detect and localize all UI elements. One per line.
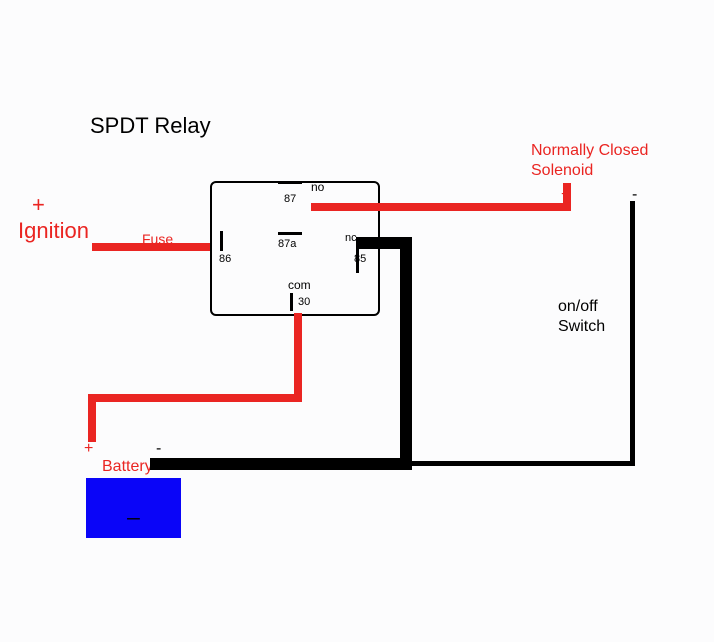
relay-87-label: 87 xyxy=(284,193,296,205)
relay-com-label: com xyxy=(288,278,311,292)
switch-line1: on/off xyxy=(558,298,598,316)
ignition-plus: + xyxy=(32,192,45,218)
battery-plus: + xyxy=(84,440,93,458)
wire-batt-vertical-upper xyxy=(294,313,302,402)
relay-30-label: 30 xyxy=(298,296,310,308)
relay-pin-30 xyxy=(290,293,293,311)
wire-87-horizontal xyxy=(311,203,571,211)
relay-85-label: 85 xyxy=(354,253,366,265)
relay-pin-87a xyxy=(278,232,302,235)
solenoid-line2: Solenoid xyxy=(531,162,593,180)
relay-pin-87 xyxy=(278,181,302,184)
relay-no-label: no xyxy=(311,180,324,194)
wire-87-up xyxy=(563,183,571,211)
wire-85-vertical xyxy=(400,237,412,462)
battery-label: Battery xyxy=(102,458,153,476)
ignition-label: Ignition xyxy=(18,218,89,244)
battery-minus: - xyxy=(156,440,161,458)
switch-line2: Switch xyxy=(558,318,605,336)
wire-batt-neg-horizontal xyxy=(150,458,412,470)
relay-pin-86 xyxy=(220,231,223,251)
wire-ignition-to-relay xyxy=(92,243,210,251)
relay-nc-label: nc xyxy=(345,232,357,244)
wire-solenoid-neg-down xyxy=(630,201,635,466)
wire-switch-to-batt xyxy=(400,461,635,466)
diagram-title: SPDT Relay xyxy=(90,113,211,139)
relay-87a-label: 87a xyxy=(278,238,296,250)
battery-block: _ xyxy=(86,478,181,538)
battery-mark: _ xyxy=(127,495,139,521)
solenoid-line1: Normally Closed xyxy=(531,142,648,160)
wire-batt-horizontal xyxy=(88,394,302,402)
relay-86-label: 86 xyxy=(219,253,231,265)
